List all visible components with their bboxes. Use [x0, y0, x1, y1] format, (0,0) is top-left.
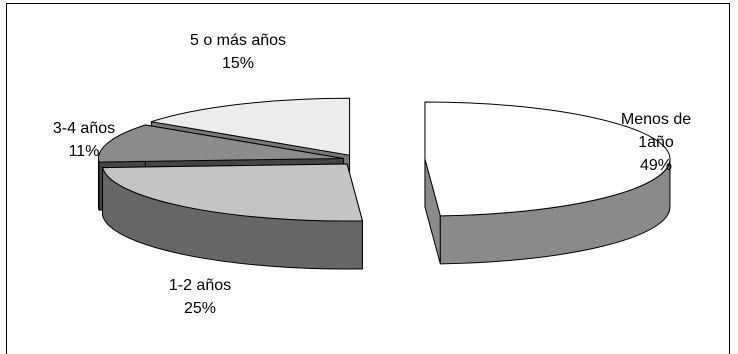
slice-label-3: 5 o más años 15%: [190, 32, 286, 72]
slice-top: [424, 101, 671, 217]
slice-label-1: 1-2 años 25%: [169, 277, 231, 317]
slice-percent: 49%: [640, 157, 672, 174]
slice-percent: 11%: [69, 143, 100, 160]
slice-top: [151, 97, 351, 156]
slice-top: [101, 163, 364, 222]
slice-percent: 15%: [222, 55, 254, 72]
slice-label-0: Menos de 1año 49%: [621, 111, 691, 174]
slice-category: 1-2 años: [169, 277, 231, 294]
slice-category: 3-4 años: [53, 120, 115, 137]
slice-label-2: 3-4 años 11%: [53, 120, 115, 160]
pie-slice-0: [424, 101, 671, 265]
slice-category: 5 o más años: [190, 32, 286, 49]
slice-category: 1año: [638, 134, 674, 151]
slice-top: [97, 124, 344, 163]
slice-percent: 25%: [184, 300, 216, 317]
slice-category: Menos de: [621, 111, 691, 128]
pie-slice-1: [101, 163, 364, 270]
